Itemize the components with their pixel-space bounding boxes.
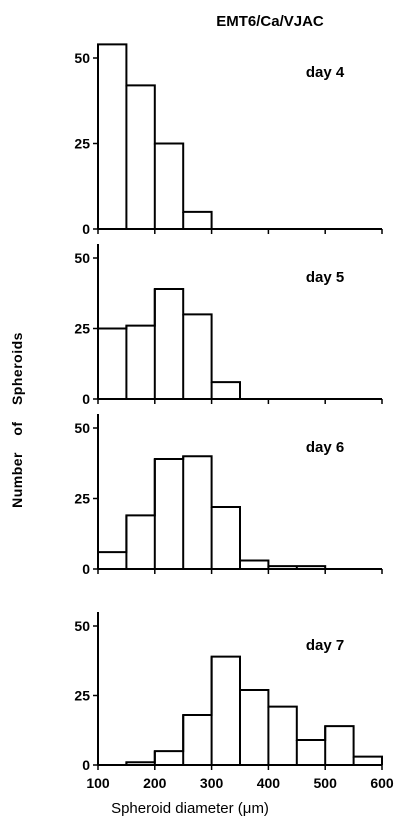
panel-label: day 4 bbox=[306, 64, 345, 81]
x-tick-label: 400 bbox=[257, 775, 281, 791]
histogram-panel-3: 0 25 50 day 6 bbox=[74, 414, 383, 577]
histogram-panel-4: 0 25 50 100 200 300 400 500 600 day 7 bbox=[74, 612, 394, 791]
histogram-outline bbox=[97, 455, 382, 570]
x-axis-label: Spheroid diameter (μm) bbox=[111, 800, 269, 817]
y-tick-label: 0 bbox=[82, 757, 90, 773]
figure-title: EMT6/Ca/VJAC bbox=[216, 13, 324, 30]
y-tick-label: 25 bbox=[74, 491, 90, 507]
y-axis-label: Number of Spheroids bbox=[9, 332, 25, 508]
x-tick-label: 500 bbox=[314, 775, 338, 791]
histogram-outline bbox=[97, 288, 382, 400]
x-tick-label: 300 bbox=[200, 775, 224, 791]
histogram-panel-1: 0 25 50 day 4 bbox=[74, 43, 383, 237]
panel-label: day 6 bbox=[306, 439, 344, 456]
y-tick-label: 50 bbox=[74, 250, 90, 266]
y-tick-label: 25 bbox=[74, 688, 90, 704]
y-tick-label: 50 bbox=[74, 50, 90, 66]
histogram-outline bbox=[97, 43, 382, 230]
y-tick-label: 0 bbox=[82, 221, 90, 237]
y-tick-label: 0 bbox=[82, 561, 90, 577]
panel-label: day 5 bbox=[306, 269, 344, 286]
histogram-panel-2: 0 25 50 day 5 bbox=[74, 244, 383, 407]
x-tick-label: 600 bbox=[370, 775, 394, 791]
y-tick-label: 50 bbox=[74, 420, 90, 436]
histogram-panels: 0 25 50 day 4 0 25 50 day 5 0 25 50 day 6 0 25 50 100 20… bbox=[74, 43, 394, 791]
x-tick-label: 100 bbox=[86, 775, 110, 791]
x-tick-label: 200 bbox=[143, 775, 167, 791]
y-tick-label: 0 bbox=[82, 391, 90, 407]
y-tick-label: 25 bbox=[74, 136, 90, 152]
panel-label: day 7 bbox=[306, 637, 344, 654]
y-tick-label: 25 bbox=[74, 321, 90, 337]
y-tick-label: 50 bbox=[74, 618, 90, 634]
